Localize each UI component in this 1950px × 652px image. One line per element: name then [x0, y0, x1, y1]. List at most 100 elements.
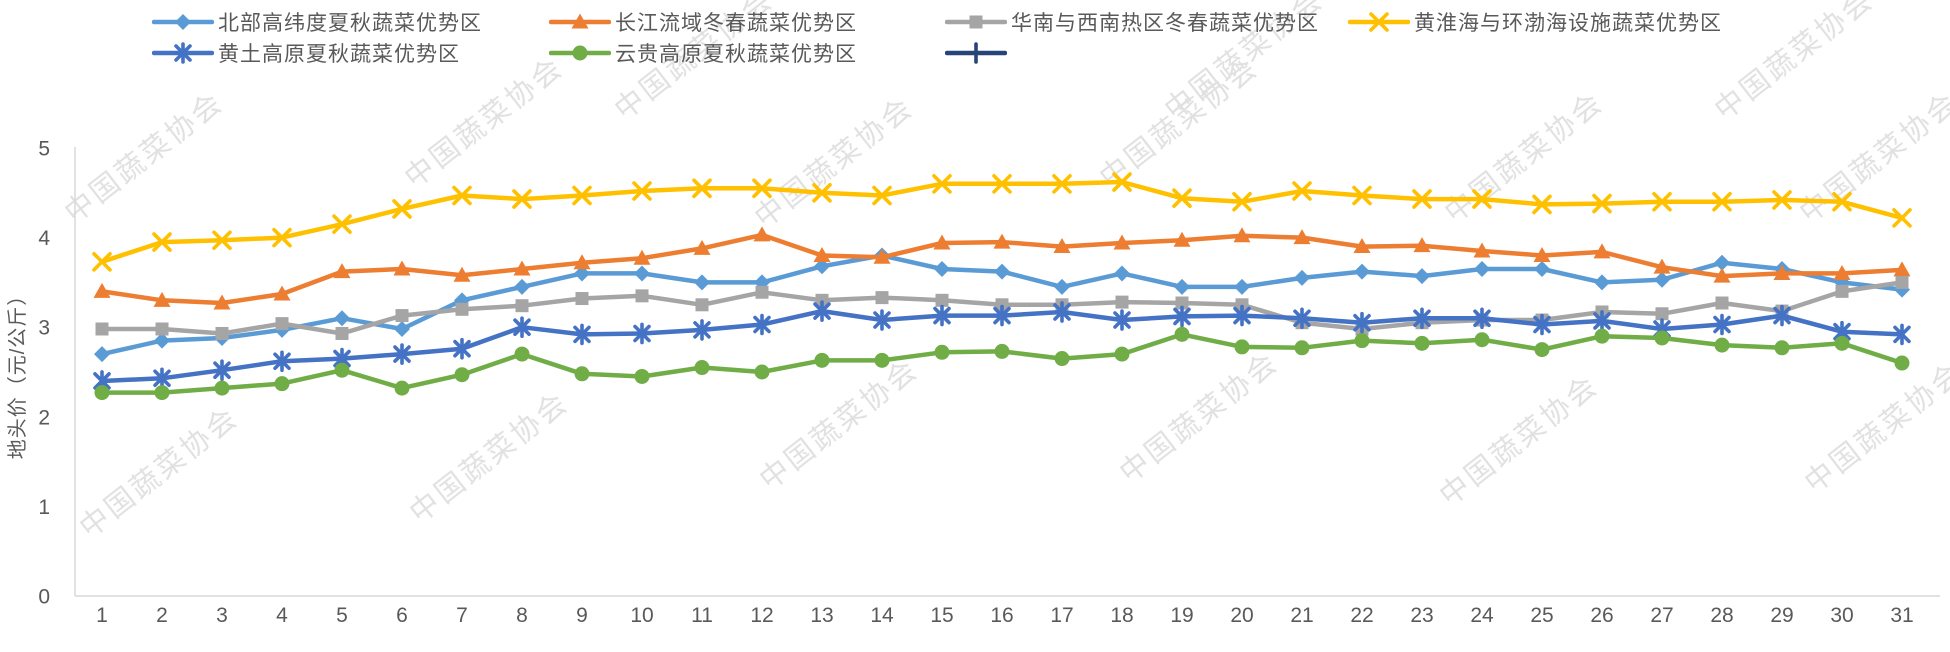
x-marker-icon	[752, 178, 772, 199]
triangle-marker-icon	[633, 249, 651, 265]
y-tick-label: 1	[38, 496, 50, 519]
x-tick-label: 8	[516, 604, 528, 627]
circle-marker-icon	[1174, 326, 1190, 342]
diamond-marker-icon	[1594, 274, 1610, 291]
asterisk-marker-icon	[1233, 304, 1251, 327]
square-marker-icon	[515, 299, 529, 313]
triangle-marker-icon	[1533, 247, 1551, 263]
circle-marker-icon	[814, 352, 830, 368]
asterisk-marker-icon	[933, 304, 951, 327]
legend-item-3: 黄淮海与环渤海设施蔬菜优势区	[1348, 9, 1722, 35]
legend-item-0: 北部高纬度夏秋蔬菜优势区	[152, 9, 482, 35]
x-marker-icon	[1892, 208, 1912, 228]
legend-label: 北部高纬度夏秋蔬菜优势区	[218, 12, 482, 35]
square-marker-icon	[1835, 284, 1849, 298]
x-tick-label: 13	[810, 604, 833, 627]
triangle-marker-icon	[333, 263, 351, 279]
x-marker-icon	[92, 251, 112, 272]
y-axis-title: 地头价（元/公斤）	[6, 285, 29, 460]
x-tick-label: 23	[1410, 604, 1433, 627]
diamond-marker-icon	[1294, 269, 1310, 286]
x-marker-icon	[1292, 181, 1312, 201]
series-5	[94, 326, 1910, 401]
diamond-marker-icon	[1174, 278, 1190, 295]
asterisk-marker-icon	[273, 350, 291, 373]
asterisk-marker-icon	[393, 343, 411, 365]
legend-marker-circle	[549, 45, 611, 61]
diamond-marker-icon	[334, 310, 350, 327]
x-marker-icon	[1232, 191, 1252, 212]
triangle-marker-icon	[453, 266, 471, 282]
asterisk-marker-icon	[1773, 304, 1791, 327]
series-3-line	[99, 179, 1905, 265]
legend-marker-triangle	[549, 13, 611, 29]
x-tick-label: 4	[276, 604, 288, 627]
watermark-text: 中国蔬菜协会	[403, 385, 575, 529]
circle-marker-icon	[1294, 340, 1310, 356]
x-marker-icon	[452, 185, 472, 206]
circle-marker-icon	[334, 362, 350, 378]
diamond-marker-icon	[634, 265, 650, 282]
watermark-text: 中国蔬菜协会	[58, 85, 230, 229]
x-marker-icon	[872, 185, 892, 206]
series-3	[92, 172, 1912, 272]
triangle-marker-icon	[1713, 267, 1731, 283]
x-tick-label: 3	[216, 604, 228, 627]
x-tick-label: 30	[1830, 604, 1853, 627]
watermark-text: 中国蔬菜协会	[73, 400, 245, 544]
x-tick-label: 20	[1230, 604, 1253, 627]
diamond-marker-icon	[1654, 271, 1670, 288]
legend-label: 长江流域冬春蔬菜优势区	[615, 12, 857, 35]
asterisk-marker-icon	[1713, 313, 1731, 336]
x-marker-icon	[1592, 193, 1612, 214]
legend-item-6	[945, 40, 1011, 66]
watermark-text: 中国蔬菜协会	[1438, 85, 1610, 229]
watermark-text: 中国蔬菜协会	[1113, 345, 1285, 489]
legend-label: 云贵高原夏秋蔬菜优势区	[615, 43, 857, 66]
x-tick-label: 1	[96, 604, 108, 627]
asterisk-marker-icon	[153, 367, 171, 390]
chart-legend: 北部高纬度夏秋蔬菜优势区 长江流域冬春蔬菜优势区 华南与西南热区冬春蔬菜优势区 黄淮海…	[0, 0, 1950, 70]
legend-item-4: 黄土高原夏秋蔬菜优势区	[152, 40, 460, 66]
square-marker-icon	[395, 309, 409, 323]
triangle-marker-icon	[1593, 243, 1611, 259]
circle-marker-icon	[1534, 342, 1550, 358]
diamond-marker-icon	[154, 332, 170, 349]
x-tick-label: 7	[456, 604, 468, 627]
circle-marker-icon	[874, 352, 890, 368]
triangle-marker-icon	[1833, 264, 1851, 280]
x-tick-label: 14	[870, 604, 894, 627]
circle-marker-icon	[394, 380, 410, 396]
asterisk-marker-icon	[213, 359, 231, 382]
asterisk-marker-icon	[1293, 307, 1311, 330]
square-marker-icon	[575, 292, 589, 306]
x-marker-icon	[692, 178, 712, 199]
legend-marker-asterisk	[152, 42, 214, 64]
y-tick-label: 2	[38, 406, 50, 429]
diamond-marker-icon	[1354, 263, 1370, 280]
triangle-marker-icon	[573, 254, 591, 270]
series-1	[93, 226, 1911, 310]
x-tick-label: 9	[576, 604, 588, 627]
axes	[74, 147, 1940, 597]
x-marker-icon	[1472, 189, 1492, 209]
diamond-marker-icon	[1534, 260, 1550, 277]
diamond-marker-icon	[1414, 268, 1430, 285]
square-marker-icon	[155, 322, 169, 336]
diamond-marker-icon	[1714, 254, 1730, 271]
triangle-marker-icon	[993, 233, 1011, 249]
x-marker-icon	[1172, 188, 1192, 208]
x-tick-label: 5	[336, 604, 348, 627]
x-tick-label: 12	[750, 604, 773, 627]
triangle-marker-icon	[513, 260, 531, 276]
diamond-marker-icon	[1054, 278, 1070, 295]
triangle-marker-icon	[1173, 231, 1191, 247]
legend-marker-square	[945, 15, 1007, 29]
x-marker-icon	[212, 230, 232, 251]
watermark-text: 中国蔬菜协会	[1798, 355, 1950, 499]
x-marker-icon	[1712, 191, 1732, 212]
triangle-marker-icon	[571, 13, 589, 29]
x-marker-icon	[1832, 191, 1852, 212]
legend-item-2: 华南与西南热区冬春蔬菜优势区	[945, 9, 1319, 35]
x-marker-icon	[932, 174, 952, 194]
